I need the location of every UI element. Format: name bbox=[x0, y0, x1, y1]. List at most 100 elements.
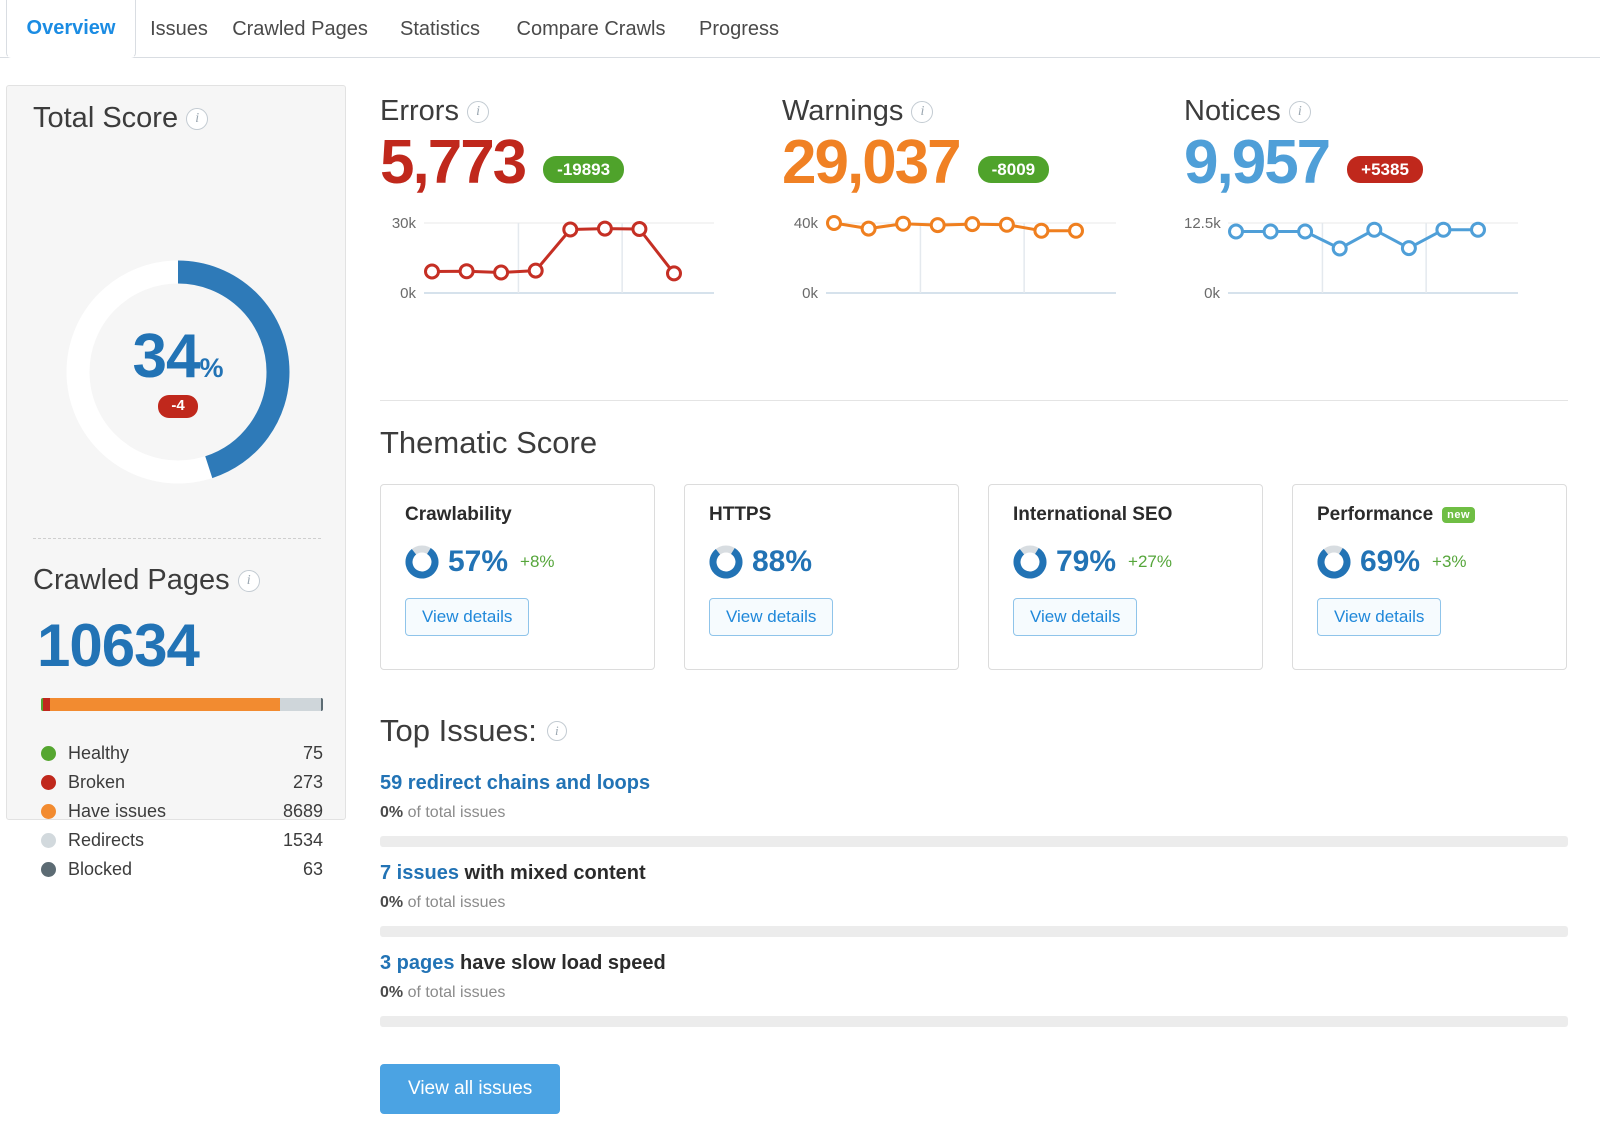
metric-value-row: 5,773 -19893 bbox=[380, 130, 740, 195]
legend-label: Blocked bbox=[68, 859, 133, 879]
view-details-button[interactable]: View details bbox=[405, 598, 530, 636]
stacked-bar-segment-redirects bbox=[280, 698, 321, 711]
issue-progress-bar bbox=[380, 1016, 1568, 1027]
legend-row: Blocked 63 bbox=[41, 855, 323, 884]
legend-value: 63 bbox=[302, 859, 323, 879]
info-icon[interactable]: i bbox=[237, 570, 260, 593]
issue-text: with mixed content bbox=[458, 862, 646, 884]
issue-percent: 0% bbox=[380, 984, 404, 1001]
top-issues-title: Top Issues: i bbox=[380, 713, 567, 749]
sparkline-wrap-errors: 30k 0k bbox=[380, 209, 740, 319]
legend-label: Have issues bbox=[68, 801, 167, 821]
thematic-delta: +8% bbox=[520, 552, 555, 571]
legend-row: Have issues 8689 bbox=[41, 797, 323, 826]
axis-label-top-notices: 12.5k bbox=[1184, 215, 1221, 233]
axis-label-bottom-errors: 0k bbox=[400, 285, 416, 303]
view-details-button[interactable]: View details bbox=[1317, 598, 1442, 636]
issue-percent: 0% bbox=[380, 894, 404, 911]
metric-card-errors: Errors i 5,773 -19893 30k 0k bbox=[380, 95, 740, 319]
metric-card-warnings: Warnings i 29,037 -8009 40k 0k bbox=[782, 95, 1142, 319]
legend-row: Broken 273 bbox=[41, 768, 323, 797]
tab-overview[interactable]: Overview bbox=[6, 0, 136, 58]
total-score-title: Total Score bbox=[33, 102, 179, 134]
metric-value-row: 29,037 -8009 bbox=[782, 130, 1142, 195]
issue-subtext: 0% of total issues bbox=[380, 804, 1568, 822]
donut-svg bbox=[66, 260, 290, 484]
issue-headline: 59 redirect chains and loops bbox=[380, 772, 1568, 795]
axis-label-bottom-warnings: 0k bbox=[802, 285, 818, 303]
mini-donut-icon bbox=[1013, 545, 1047, 579]
info-icon[interactable]: i bbox=[467, 101, 490, 124]
crawled-pages-stacked-bar bbox=[41, 698, 323, 711]
sparkline-wrap-warnings: 40k 0k bbox=[782, 209, 1142, 319]
tab-crawled-pages[interactable]: Crawled Pages bbox=[232, 17, 368, 40]
crawled-pages-total: 10634 bbox=[37, 612, 200, 679]
thematic-card-title: HTTPS bbox=[709, 504, 771, 526]
crawled-pages-heading: Crawled Pages i bbox=[33, 564, 260, 597]
view-details-button[interactable]: View details bbox=[709, 598, 834, 636]
top-issues-label: Top Issues: bbox=[380, 713, 537, 748]
crawled-pages-title: Crawled Pages bbox=[33, 564, 230, 596]
stacked-bar-segment-have-issues bbox=[50, 698, 281, 711]
issue-item: 3 pages have slow load speed 0% of total … bbox=[380, 952, 1568, 1027]
thematic-delta: +3% bbox=[1432, 552, 1467, 571]
issue-item: 59 redirect chains and loops 0% of total … bbox=[380, 772, 1568, 847]
metric-value-warnings: 29,037 bbox=[782, 128, 962, 197]
stacked-bar-segment-healthy bbox=[41, 698, 43, 711]
info-icon[interactable]: i bbox=[186, 108, 209, 131]
thematic-card-title: Performance new bbox=[1317, 504, 1476, 526]
tab-issues[interactable]: Issues bbox=[150, 17, 208, 40]
info-icon[interactable]: i bbox=[546, 721, 567, 741]
view-all-issues-button[interactable]: View all issues bbox=[380, 1064, 561, 1114]
total-score-value-row: 34 % bbox=[133, 326, 224, 388]
thematic-percent: 57% bbox=[448, 545, 509, 578]
legend-color-dot bbox=[41, 746, 56, 761]
legend-label: Broken bbox=[68, 772, 126, 792]
info-icon[interactable]: i bbox=[1288, 101, 1311, 124]
panel-divider bbox=[33, 538, 321, 539]
metric-title-warnings: Warnings i bbox=[782, 95, 1142, 128]
thematic-card-crawlability: Crawlability 57% +8% View details bbox=[380, 484, 655, 670]
sparkline-notices bbox=[1228, 221, 1518, 294]
thematic-card-score: 57% +8% bbox=[405, 545, 555, 579]
issue-percent: 0% bbox=[380, 804, 404, 821]
metric-value-notices: 9,957 bbox=[1184, 128, 1331, 197]
legend-row: Redirects 1534 bbox=[41, 826, 323, 855]
issue-headline: 3 pages have slow load speed bbox=[380, 952, 1568, 975]
mini-donut-icon bbox=[1317, 545, 1351, 579]
issue-link[interactable]: 59 redirect chains and loops bbox=[380, 772, 651, 794]
issue-headline: 7 issues with mixed content bbox=[380, 862, 1568, 885]
info-icon[interactable]: i bbox=[911, 101, 934, 124]
metric-label: Warnings bbox=[782, 95, 904, 127]
issue-link[interactable]: 7 issues bbox=[380, 862, 459, 884]
view-details-button[interactable]: View details bbox=[1013, 598, 1138, 636]
new-badge: new bbox=[1442, 506, 1476, 524]
issue-progress-bar bbox=[380, 836, 1568, 847]
total-score-delta-badge: -4 bbox=[158, 395, 198, 418]
legend-color-dot bbox=[41, 804, 56, 819]
metric-delta-badge-warnings: -8009 bbox=[977, 156, 1050, 184]
axis-label-bottom-notices: 0k bbox=[1204, 285, 1220, 303]
section-divider bbox=[380, 400, 1568, 401]
tab-bar: Overview Issues Crawled Pages Statistics Com… bbox=[0, 0, 1600, 58]
metric-value-row: 9,957 +5385 bbox=[1184, 130, 1544, 195]
axis-label-top-warnings: 40k bbox=[793, 215, 818, 233]
thematic-card-name: International SEO bbox=[1013, 504, 1173, 525]
thematic-percent: 79% bbox=[1056, 545, 1117, 578]
tab-compare-crawls[interactable]: Compare Crawls bbox=[516, 17, 666, 40]
issue-subtext: 0% of total issues bbox=[380, 984, 1568, 1002]
thematic-card-international-seo: International SEO 79% +27% View details bbox=[988, 484, 1263, 670]
thematic-card-title: Crawlability bbox=[405, 504, 512, 526]
metric-card-notices: Notices i 9,957 +5385 12.5k 0k bbox=[1184, 95, 1544, 319]
thematic-card-score: 79% +27% bbox=[1013, 545, 1172, 579]
metric-delta-badge-notices: +5385 bbox=[1347, 156, 1423, 184]
thematic-card-title: International SEO bbox=[1013, 504, 1172, 526]
metric-title-notices: Notices i bbox=[1184, 95, 1544, 128]
tab-progress[interactable]: Progress bbox=[698, 17, 780, 40]
axis-label-top-errors: 30k bbox=[391, 215, 416, 233]
metric-value-errors: 5,773 bbox=[380, 128, 527, 197]
metric-label: Notices bbox=[1184, 95, 1281, 127]
issue-link[interactable]: 3 pages bbox=[380, 952, 455, 974]
metric-label: Errors bbox=[380, 95, 459, 127]
tab-statistics[interactable]: Statistics bbox=[399, 17, 481, 40]
